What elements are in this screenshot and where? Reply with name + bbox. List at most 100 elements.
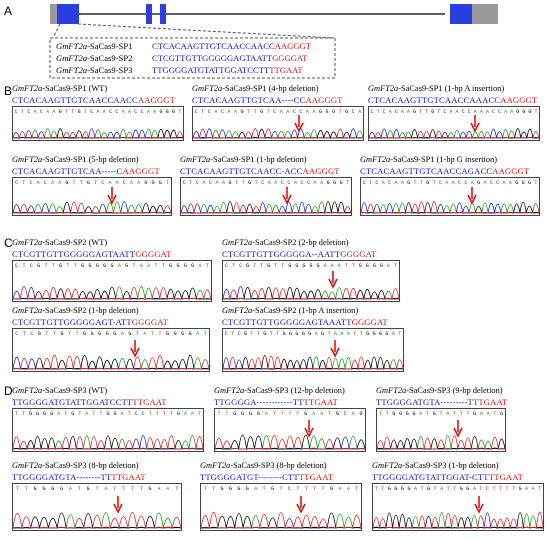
base-call: G xyxy=(309,263,312,269)
base-call: A xyxy=(157,486,160,492)
base-call: A xyxy=(69,486,72,492)
base-call: T xyxy=(274,263,277,269)
base-call: G xyxy=(241,109,244,115)
base-call: A xyxy=(324,263,327,269)
base-call: T xyxy=(15,411,18,417)
panel-label-a: A xyxy=(4,4,13,18)
base-call: G xyxy=(221,486,224,492)
base-call: G xyxy=(83,331,86,337)
base-call: T xyxy=(247,109,250,115)
base-call: T xyxy=(76,331,79,337)
base-call: T xyxy=(65,109,68,115)
base-call: T xyxy=(94,180,97,186)
chromatogram-panel: GmFT2a-SaCas9-SP3 (8-bp deletion) TTGGGGA… xyxy=(200,461,362,531)
panel-title: GmFT2a-SaCas9-SP2 (1-bp A insertion) xyxy=(222,306,359,315)
base-call: T xyxy=(281,411,284,417)
base-call: T xyxy=(394,263,397,269)
sequence-label: CTCACAAGTTGTCAACCAACCAAGGGT xyxy=(12,95,176,105)
base-call: A xyxy=(315,331,318,337)
base-call: T xyxy=(466,411,469,417)
base-call: G xyxy=(460,486,463,492)
base-call: G xyxy=(271,486,274,492)
base-call: T xyxy=(99,411,102,417)
base-call: C xyxy=(239,263,242,269)
base-call: C xyxy=(261,180,264,186)
base-call: A xyxy=(306,109,309,115)
base-call: A xyxy=(401,109,404,115)
base-call: G xyxy=(229,180,232,186)
utr-3-prime xyxy=(472,4,498,24)
base-call: G xyxy=(528,180,531,186)
panel-title: GmFT2a-SaCas9-SP3 (9-bp deletion) xyxy=(376,386,503,395)
exon-2 xyxy=(146,4,152,24)
base-call: A xyxy=(153,109,156,115)
base-call: A xyxy=(198,263,201,269)
base-call: G xyxy=(333,180,336,186)
base-call: T xyxy=(421,486,424,492)
base-call: A xyxy=(104,486,107,492)
base-call: T xyxy=(534,109,537,115)
base-call: A xyxy=(334,331,337,337)
base-call: G xyxy=(51,486,54,492)
panel-title: GmFT2a-SaCas9-SP3 (WT) xyxy=(12,386,108,395)
base-call: T xyxy=(78,486,81,492)
base-call: G xyxy=(359,263,362,269)
base-call: C xyxy=(287,180,290,186)
base-call: C xyxy=(142,411,145,417)
base-call: T xyxy=(263,486,266,492)
base-call: G xyxy=(144,180,147,186)
base-call: G xyxy=(177,411,180,417)
trace-t xyxy=(13,286,211,300)
base-call: G xyxy=(528,109,531,115)
base-call: G xyxy=(267,263,270,269)
base-call: C xyxy=(221,109,224,115)
base-call: G xyxy=(110,263,113,269)
base-call: G xyxy=(317,263,320,269)
base-call: T xyxy=(453,411,456,417)
base-call: G xyxy=(88,263,91,269)
base-call: G xyxy=(326,109,329,115)
mutation-arrow-icon xyxy=(330,339,340,358)
base-call: G xyxy=(289,331,292,337)
base-call: T xyxy=(493,411,496,417)
base-call: G xyxy=(60,486,63,492)
base-call: G xyxy=(166,331,169,337)
base-call: A xyxy=(312,411,315,417)
base-call: C xyxy=(40,109,43,115)
base-call: A xyxy=(280,109,283,115)
base-call: G xyxy=(336,411,339,417)
sp1-target-row: GmFT2a-SaCas9-SP1 xyxy=(56,41,133,51)
base-call: G xyxy=(373,263,376,269)
base-call: A xyxy=(352,411,355,417)
base-call: A xyxy=(116,180,119,186)
trace-t xyxy=(13,435,203,450)
base-call: T xyxy=(217,411,220,417)
base-call: C xyxy=(273,109,276,115)
exon-1 xyxy=(57,4,79,24)
base-call: A xyxy=(214,109,217,115)
base-call: A xyxy=(347,486,350,492)
trace-g xyxy=(13,354,209,370)
mutation-arrow-icon xyxy=(107,187,117,206)
base-call: T xyxy=(92,411,95,417)
exon-4 xyxy=(450,4,472,24)
mutation-arrow-icon xyxy=(470,115,480,134)
base-call: T xyxy=(253,263,256,269)
base-call: G xyxy=(189,331,192,337)
base-call: G xyxy=(385,331,388,337)
panel-title: GmFT2a-SaCas9-SP1 (1-bp G insertion) xyxy=(360,155,498,164)
base-call: T xyxy=(136,331,139,337)
panel-title: GmFT2a-SaCas9-SP1 (4-bp deletion) xyxy=(192,84,319,93)
trace-t xyxy=(193,128,363,139)
base-call: C xyxy=(141,109,144,115)
base-call: T xyxy=(296,486,299,492)
base-call: G xyxy=(304,411,307,417)
sequence-label: TTGGGGATGTATTGGAT-CTTTTGAAT xyxy=(372,472,524,482)
base-call: T xyxy=(345,263,348,269)
base-call: A xyxy=(147,263,150,269)
panel-title: GmFT2a-SaCas9-SP3 (1-bp deletion) xyxy=(372,461,499,470)
